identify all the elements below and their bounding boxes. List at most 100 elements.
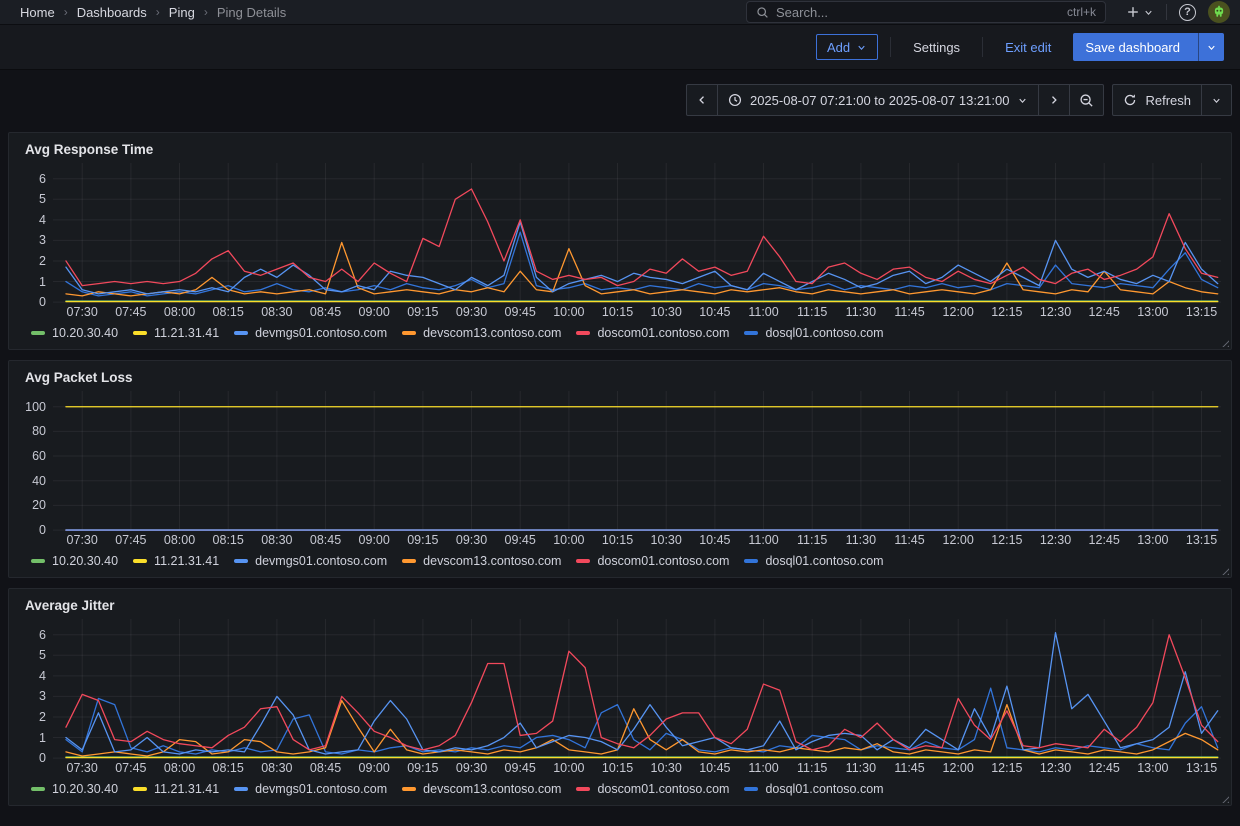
- help-button[interactable]: ?: [1177, 2, 1198, 23]
- x-tick-label: 11:15: [797, 305, 827, 319]
- x-tick-label: 10:00: [553, 761, 584, 775]
- x-tick-label: 08:00: [164, 761, 195, 775]
- panel-title[interactable]: Avg Packet Loss: [19, 368, 1221, 391]
- x-tick-label: 13:00: [1137, 305, 1168, 319]
- x-tick-label: 10:15: [602, 305, 633, 319]
- legend-label: dosql01.contoso.com: [765, 326, 883, 340]
- toolbar-divider: [982, 37, 983, 57]
- time-shift-back-button[interactable]: [687, 85, 717, 115]
- legend-item[interactable]: dosql01.contoso.com: [744, 554, 883, 568]
- x-tick-label: 11:30: [846, 305, 876, 319]
- legend-swatch: [234, 787, 248, 791]
- chart-plot-area[interactable]: [53, 163, 1221, 303]
- chart-legend: 10.20.30.40 11.21.31.41 devmgs01.contoso.c…: [31, 321, 1221, 345]
- chart-plot-area[interactable]: [53, 391, 1221, 531]
- breadcrumb-dashboards[interactable]: Dashboards: [77, 5, 147, 20]
- y-tick-label: 100: [25, 400, 46, 414]
- legend-label: 10.20.30.40: [52, 326, 118, 340]
- legend-label: 11.21.31.41: [154, 326, 219, 340]
- x-tick-label: 09:00: [359, 761, 390, 775]
- top-navbar: Home › Dashboards › Ping › Ping Details …: [0, 0, 1240, 25]
- x-tick-label: 07:45: [115, 761, 146, 775]
- chart-legend: 10.20.30.40 11.21.31.41 devmgs01.contoso.c…: [31, 777, 1221, 801]
- legend-item[interactable]: dosql01.contoso.com: [744, 782, 883, 796]
- x-tick-label: 13:00: [1137, 533, 1168, 547]
- legend-swatch: [234, 559, 248, 563]
- legend-label: doscom01.contoso.com: [597, 782, 729, 796]
- search-box[interactable]: ctrl+k: [746, 1, 1106, 23]
- legend-swatch: [402, 787, 416, 791]
- x-tick-label: 09:45: [505, 533, 536, 547]
- refresh-group: Refresh: [1112, 84, 1232, 116]
- zoom-out-time-button[interactable]: [1069, 85, 1103, 115]
- x-tick-label: 11:45: [894, 761, 924, 775]
- chevron-left-icon: [696, 94, 708, 106]
- legend-item[interactable]: devscom13.contoso.com: [402, 326, 561, 340]
- legend-item[interactable]: doscom01.contoso.com: [576, 326, 729, 340]
- x-tick-label: 12:15: [991, 533, 1022, 547]
- save-dashboard-main[interactable]: Save dashboard: [1073, 33, 1192, 61]
- refresh-button[interactable]: Refresh: [1113, 85, 1201, 115]
- breadcrumb-ping[interactable]: Ping: [169, 5, 195, 20]
- y-tick-label: 20: [32, 498, 46, 512]
- legend-item[interactable]: 11.21.31.41: [133, 326, 219, 340]
- add-button[interactable]: Add: [816, 34, 878, 60]
- exit-edit-label: Exit edit: [1005, 40, 1051, 55]
- legend-item[interactable]: 10.20.30.40: [31, 554, 118, 568]
- x-tick-label: 10:45: [699, 533, 730, 547]
- x-tick-label: 11:15: [797, 761, 827, 775]
- panel-title[interactable]: Average Jitter: [19, 596, 1221, 619]
- legend-item[interactable]: 11.21.31.41: [133, 782, 219, 796]
- time-range-picker-button[interactable]: 2025-08-07 07:21:00 to 2025-08-07 13:21:…: [717, 85, 1039, 115]
- refresh-interval-caret[interactable]: [1201, 85, 1231, 115]
- legend-item[interactable]: devscom13.contoso.com: [402, 782, 561, 796]
- settings-button-label: Settings: [913, 40, 960, 55]
- legend-item[interactable]: 10.20.30.40: [31, 782, 118, 796]
- refresh-icon: [1123, 93, 1137, 107]
- panel-title[interactable]: Avg Response Time: [19, 140, 1221, 163]
- x-tick-label: 13:15: [1186, 533, 1217, 547]
- new-button[interactable]: [1124, 3, 1156, 21]
- x-tick-label: 10:15: [602, 533, 633, 547]
- breadcrumb-home[interactable]: Home: [20, 5, 55, 20]
- legend-swatch: [133, 559, 147, 563]
- legend-item[interactable]: devmgs01.contoso.com: [234, 782, 387, 796]
- x-axis: 07:3007:4508:0008:1508:3008:4509:0009:15…: [53, 303, 1221, 321]
- legend-item[interactable]: 11.21.31.41: [133, 554, 219, 568]
- x-tick-label: 09:30: [456, 533, 487, 547]
- x-tick-label: 09:30: [456, 761, 487, 775]
- search-input[interactable]: [776, 5, 1060, 20]
- legend-swatch: [576, 331, 590, 335]
- x-tick-label: 08:15: [213, 761, 244, 775]
- legend-item[interactable]: doscom01.contoso.com: [576, 554, 729, 568]
- legend-item[interactable]: devmgs01.contoso.com: [234, 554, 387, 568]
- x-tick-label: 08:00: [164, 533, 195, 547]
- legend-swatch: [234, 331, 248, 335]
- x-tick-label: 10:15: [602, 761, 633, 775]
- chart-legend: 10.20.30.40 11.21.31.41 devmgs01.contoso.c…: [31, 549, 1221, 573]
- legend-swatch: [133, 331, 147, 335]
- legend-item[interactable]: dosql01.contoso.com: [744, 326, 883, 340]
- x-tick-label: 11:45: [894, 305, 924, 319]
- x-tick-label: 07:45: [115, 533, 146, 547]
- x-tick-label: 08:45: [310, 761, 341, 775]
- y-tick-label: 4: [39, 213, 46, 227]
- legend-item[interactable]: devscom13.contoso.com: [402, 554, 561, 568]
- legend-item[interactable]: devmgs01.contoso.com: [234, 326, 387, 340]
- x-tick-label: 10:30: [651, 305, 682, 319]
- settings-button[interactable]: Settings: [903, 34, 970, 60]
- exit-edit-button[interactable]: Exit edit: [995, 34, 1061, 60]
- legend-item[interactable]: doscom01.contoso.com: [576, 782, 729, 796]
- y-tick-label: 40: [32, 474, 46, 488]
- legend-label: devscom13.contoso.com: [423, 326, 561, 340]
- y-tick-label: 2: [39, 254, 46, 268]
- user-avatar[interactable]: [1208, 1, 1230, 23]
- legend-item[interactable]: 10.20.30.40: [31, 326, 118, 340]
- chart-plot-area[interactable]: [53, 619, 1221, 759]
- refresh-label: Refresh: [1145, 93, 1191, 108]
- save-dashboard-caret[interactable]: [1198, 33, 1224, 61]
- x-tick-label: 11:30: [846, 533, 876, 547]
- x-tick-label: 13:15: [1186, 305, 1217, 319]
- x-tick-label: 10:45: [699, 761, 730, 775]
- time-shift-forward-button[interactable]: [1038, 85, 1069, 115]
